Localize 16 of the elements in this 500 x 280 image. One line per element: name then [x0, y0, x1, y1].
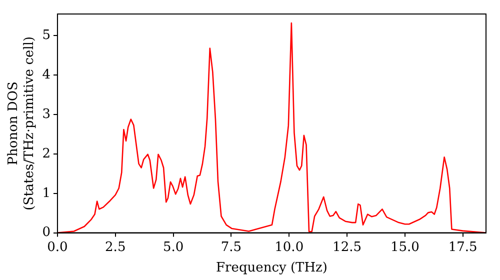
y-tick-label: 2: [42, 146, 50, 162]
x-tick-label: 17.5: [448, 240, 478, 255]
x-tick-label: 12.5: [332, 240, 362, 255]
x-tick-label: 7.5: [220, 240, 242, 255]
y-tick-label: 4: [42, 67, 50, 82]
y-tick-label: 5: [42, 28, 50, 44]
y-tick-label: 0: [42, 225, 50, 240]
y-tick-label: 3: [42, 106, 50, 122]
x-tick-label: 10.0: [274, 240, 304, 255]
x-tick-label: 0.0: [47, 240, 68, 255]
y-tick-label: 1: [42, 186, 50, 201]
x-tick-label: 15.0: [390, 240, 420, 255]
x-axis-title: Frequency (THz): [216, 260, 328, 276]
x-tick-label: 2.5: [105, 240, 126, 255]
y-axis-title: Phonon DOS (States/THz·primitive cell): [6, 36, 37, 210]
x-tick-label: 5.0: [162, 240, 184, 255]
